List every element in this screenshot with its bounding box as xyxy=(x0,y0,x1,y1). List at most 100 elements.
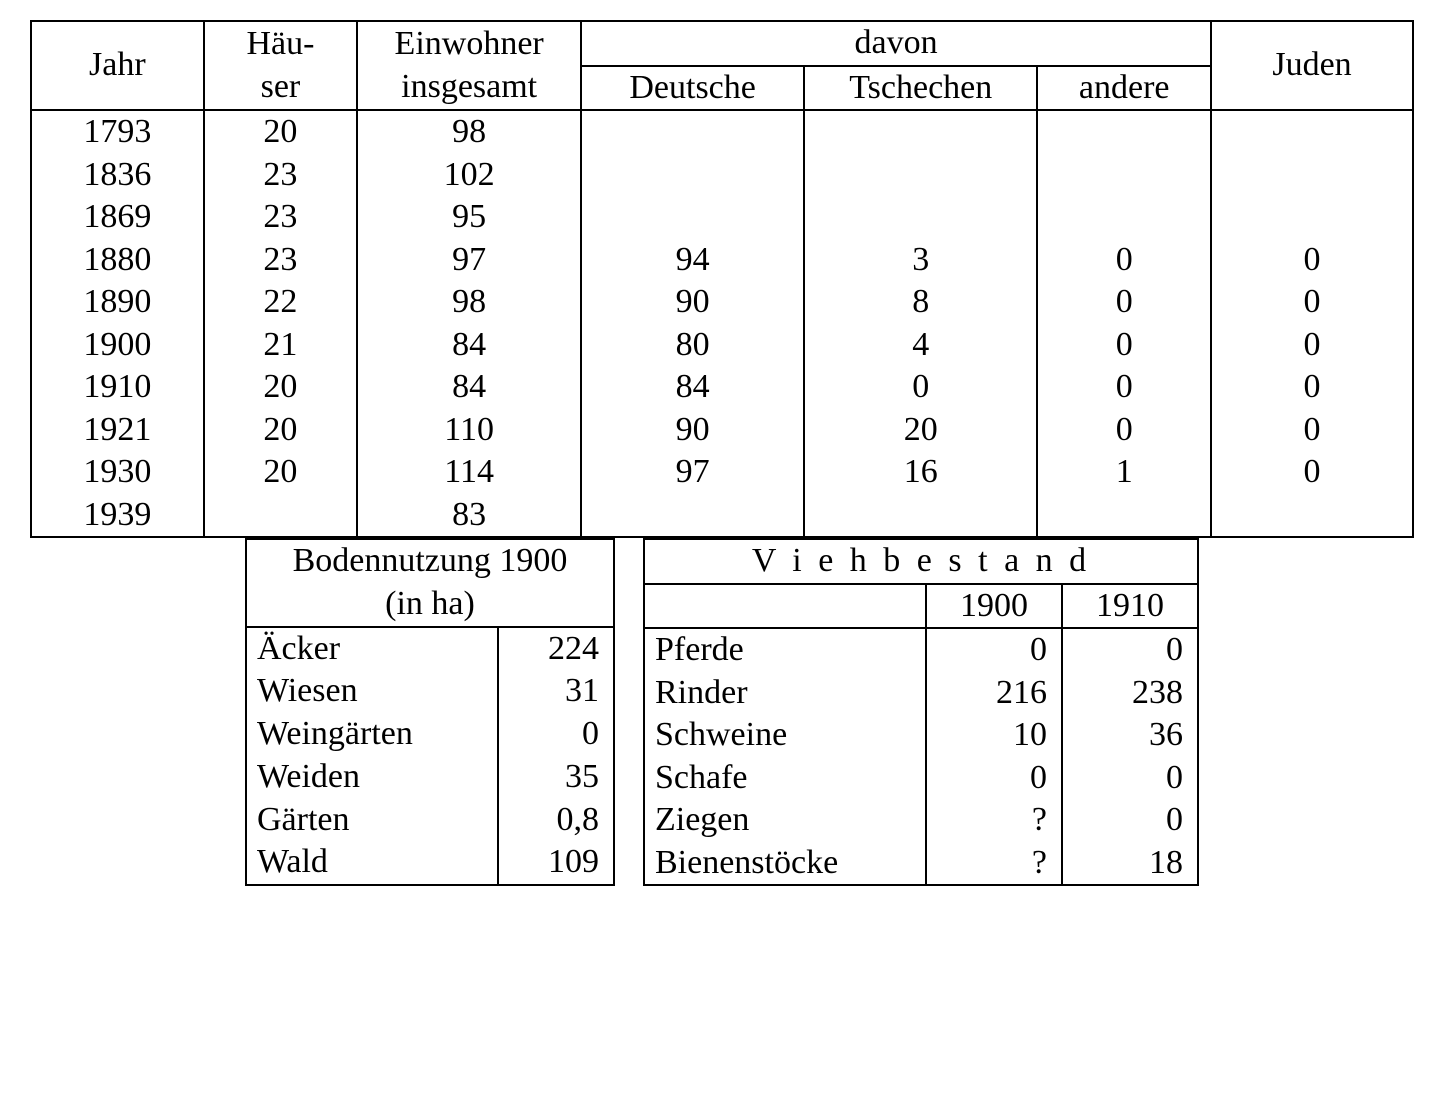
table-row: 1869 23 95 xyxy=(31,196,1413,239)
boden-label: Wald xyxy=(246,841,498,885)
table-row: Wald 109 xyxy=(246,841,614,885)
vieh-year-a: 1900 xyxy=(926,584,1062,629)
cell-jahr: 1836 xyxy=(31,154,204,197)
boden-label: Weiden xyxy=(246,756,498,799)
cell-deutsche: 90 xyxy=(581,281,804,324)
table-row: Weingärten 0 xyxy=(246,713,614,756)
cell-deutsche xyxy=(581,494,804,538)
cell-juden: 0 xyxy=(1211,366,1413,409)
vieh-val-a: 0 xyxy=(926,757,1062,800)
col-tschechen-header: Tschechen xyxy=(804,66,1037,111)
cell-jahr: 1890 xyxy=(31,281,204,324)
page-wrap: Jahr Häu- ser Einwohner insgesamt davon … xyxy=(30,20,1414,886)
cell-juden: 0 xyxy=(1211,239,1413,282)
table-row: 1939 83 xyxy=(31,494,1413,538)
cell-jahr: 1939 xyxy=(31,494,204,538)
cell-tschechen: 20 xyxy=(804,409,1037,452)
cell-andere: 0 xyxy=(1037,366,1211,409)
vieh-label: Pferde xyxy=(644,628,926,672)
table-row: Gärten 0,8 xyxy=(246,798,614,841)
table-row: 1910 20 84 84 0 0 0 xyxy=(31,366,1413,409)
cell-andere: 0 xyxy=(1037,409,1211,452)
vieh-val-a: 0 xyxy=(926,628,1062,672)
bodennutzung-title-l1: Bodennutzung 1900 xyxy=(293,542,568,579)
population-table: Jahr Häu- ser Einwohner insgesamt davon … xyxy=(30,20,1414,538)
cell-andere xyxy=(1037,196,1211,239)
table-row: Äcker 224 xyxy=(246,627,614,671)
cell-deutsche xyxy=(581,110,804,154)
cell-andere: 1 xyxy=(1037,451,1211,494)
vieh-val-b: 36 xyxy=(1062,714,1198,757)
table-row: Schafe 0 0 xyxy=(644,757,1198,800)
cell-tschechen xyxy=(804,110,1037,154)
cell-tschechen xyxy=(804,494,1037,538)
cell-deutsche xyxy=(581,196,804,239)
boden-label: Wiesen xyxy=(246,670,498,713)
vieh-val-a: 10 xyxy=(926,714,1062,757)
vieh-label: Schafe xyxy=(644,757,926,800)
table-row: 1900 21 84 80 4 0 0 xyxy=(31,324,1413,367)
cell-haeuser: 20 xyxy=(204,366,357,409)
cell-deutsche: 80 xyxy=(581,324,804,367)
col-einwohner-header: Einwohner insgesamt xyxy=(357,21,581,110)
cell-einw: 98 xyxy=(357,110,581,154)
cell-juden: 0 xyxy=(1211,281,1413,324)
cell-andere: 0 xyxy=(1037,324,1211,367)
vieh-val-b: 0 xyxy=(1062,757,1198,800)
boden-value: 109 xyxy=(498,841,614,885)
table-row: Rinder 216 238 xyxy=(644,672,1198,715)
table-row: 1921 20 110 90 20 0 0 xyxy=(31,409,1413,452)
boden-value: 0,8 xyxy=(498,798,614,841)
vieh-year-b: 1910 xyxy=(1062,584,1198,629)
boden-label: Gärten xyxy=(246,798,498,841)
vieh-label: Ziegen xyxy=(644,799,926,842)
cell-haeuser: 23 xyxy=(204,239,357,282)
table-row: 1880 23 97 94 3 0 0 xyxy=(31,239,1413,282)
cell-andere: 0 xyxy=(1037,239,1211,282)
cell-juden xyxy=(1211,196,1413,239)
cell-andere: 0 xyxy=(1037,281,1211,324)
cell-juden xyxy=(1211,494,1413,538)
cell-haeuser: 22 xyxy=(204,281,357,324)
vieh-label: Schweine xyxy=(644,714,926,757)
col-haeuser-l2: ser xyxy=(261,68,301,105)
table-row: Bienenstöcke ? 18 xyxy=(644,842,1198,886)
col-haeuser-header: Häu- ser xyxy=(204,21,357,110)
vieh-val-a: 216 xyxy=(926,672,1062,715)
boden-value: 31 xyxy=(498,670,614,713)
bodennutzung-title-l2: (in ha) xyxy=(385,585,475,622)
cell-haeuser: 20 xyxy=(204,409,357,452)
col-andere-header: andere xyxy=(1037,66,1211,111)
vieh-blank-header xyxy=(644,584,926,629)
bodennutzung-table: Bodennutzung 1900 (in ha) Äcker 224 Wies… xyxy=(245,538,615,886)
col-einw-l1: Einwohner xyxy=(395,25,544,62)
cell-haeuser: 20 xyxy=(204,110,357,154)
cell-einw: 102 xyxy=(357,154,581,197)
cell-juden xyxy=(1211,110,1413,154)
cell-deutsche: 94 xyxy=(581,239,804,282)
cell-einw: 84 xyxy=(357,366,581,409)
cell-einw: 83 xyxy=(357,494,581,538)
col-jahr-header: Jahr xyxy=(31,21,204,110)
vieh-val-b: 238 xyxy=(1062,672,1198,715)
cell-deutsche: 84 xyxy=(581,366,804,409)
cell-jahr: 1869 xyxy=(31,196,204,239)
vieh-val-b: 0 xyxy=(1062,799,1198,842)
vieh-val-a: ? xyxy=(926,799,1062,842)
cell-juden: 0 xyxy=(1211,409,1413,452)
table-row: 1890 22 98 90 8 0 0 xyxy=(31,281,1413,324)
cell-juden xyxy=(1211,154,1413,197)
table-row: Schweine 10 36 xyxy=(644,714,1198,757)
cell-jahr: 1910 xyxy=(31,366,204,409)
vieh-label: Bienenstöcke xyxy=(644,842,926,886)
cell-einw: 110 xyxy=(357,409,581,452)
cell-tschechen: 8 xyxy=(804,281,1037,324)
table-row: 1836 23 102 xyxy=(31,154,1413,197)
cell-tschechen: 0 xyxy=(804,366,1037,409)
cell-deutsche: 90 xyxy=(581,409,804,452)
cell-haeuser xyxy=(204,494,357,538)
cell-jahr: 1930 xyxy=(31,451,204,494)
cell-haeuser: 21 xyxy=(204,324,357,367)
vieh-val-b: 0 xyxy=(1062,628,1198,672)
cell-jahr: 1793 xyxy=(31,110,204,154)
